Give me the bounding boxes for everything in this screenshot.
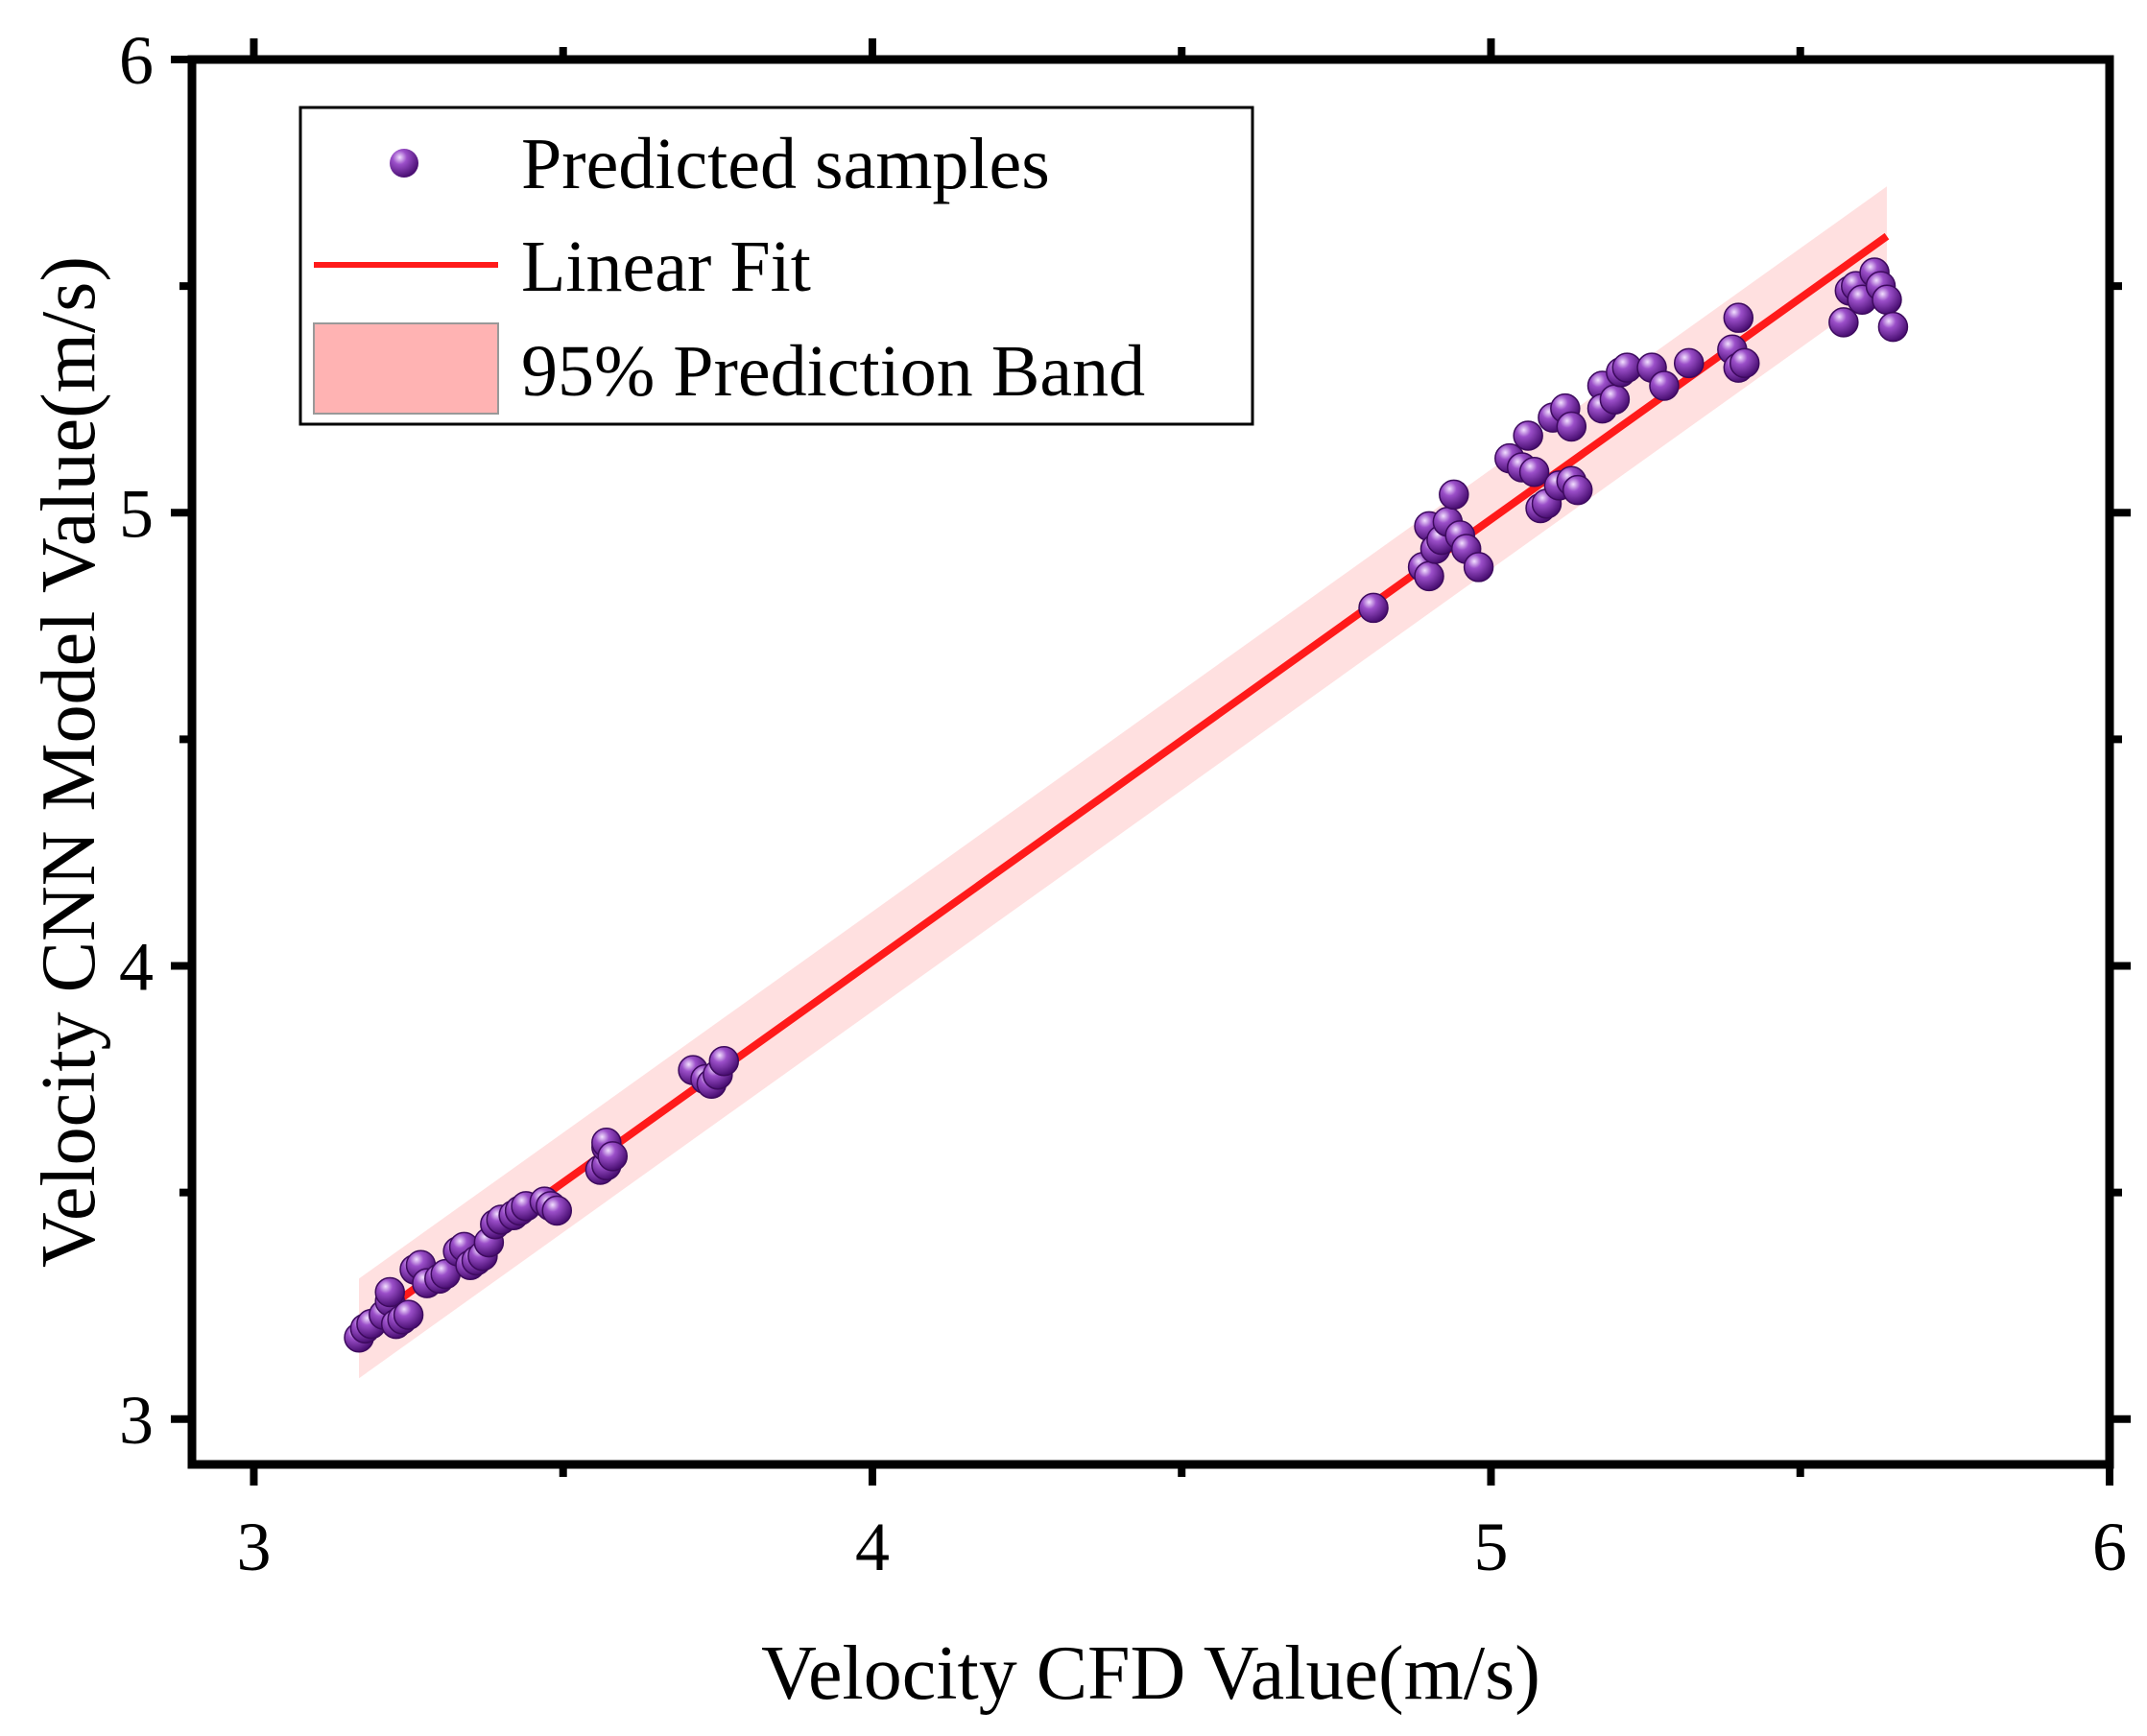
plot-frame	[187, 55, 2114, 1469]
sample-point	[1414, 560, 1444, 592]
sample-point	[1729, 347, 1760, 379]
sample-point	[1562, 474, 1593, 506]
x-tick-label: 3	[236, 1509, 271, 1585]
x-tick-label: 5	[1473, 1509, 1508, 1585]
sample-points-layer	[344, 257, 1909, 1353]
legend-fit-label: Linear Fit	[521, 226, 811, 307]
legend-samples-label: Predicted samples	[521, 124, 1050, 204]
y-tick-label: 4	[119, 929, 154, 1006]
legend-band-swatch	[313, 322, 499, 415]
sample-point	[1439, 479, 1469, 511]
x-tick-label: 6	[2092, 1509, 2127, 1585]
y-tick-label: 6	[119, 22, 154, 99]
sample-point	[1518, 457, 1550, 488]
legend-band-label: 95% Prediction Band	[521, 331, 1145, 412]
y-axis-title: Velocity CNN Model Value(m/s)	[27, 256, 111, 1268]
sample-point	[541, 1195, 573, 1226]
sample-point	[1358, 592, 1389, 624]
sample-point	[1872, 284, 1902, 316]
sample-point	[1513, 420, 1543, 451]
legend: Predicted samples Linear Fit 95% Predict…	[298, 106, 1254, 426]
axis-ticks	[171, 38, 2131, 1486]
sample-point	[1673, 347, 1705, 379]
legend-sample-marker	[390, 149, 418, 178]
x-axis-title: Velocity CFD Value(m/s)	[761, 1631, 1540, 1716]
sample-point	[1649, 370, 1680, 401]
sample-point	[708, 1045, 740, 1077]
sample-point	[1556, 411, 1587, 442]
y-tick-label: 3	[119, 1382, 154, 1459]
y-tick-labels: 3 4 5 6	[119, 22, 154, 1459]
sample-point	[1463, 552, 1494, 583]
x-tick-label: 4	[855, 1509, 890, 1585]
sample-point	[597, 1141, 629, 1172]
sample-point	[393, 1299, 424, 1330]
x-tick-labels: 3 4 5 6	[236, 1509, 2127, 1585]
sample-point	[1877, 311, 1909, 343]
sample-point	[1723, 302, 1754, 333]
sample-point	[374, 1276, 405, 1308]
y-tick-label: 5	[119, 475, 154, 552]
sample-point	[1599, 384, 1631, 415]
sample-point	[1828, 307, 1859, 338]
